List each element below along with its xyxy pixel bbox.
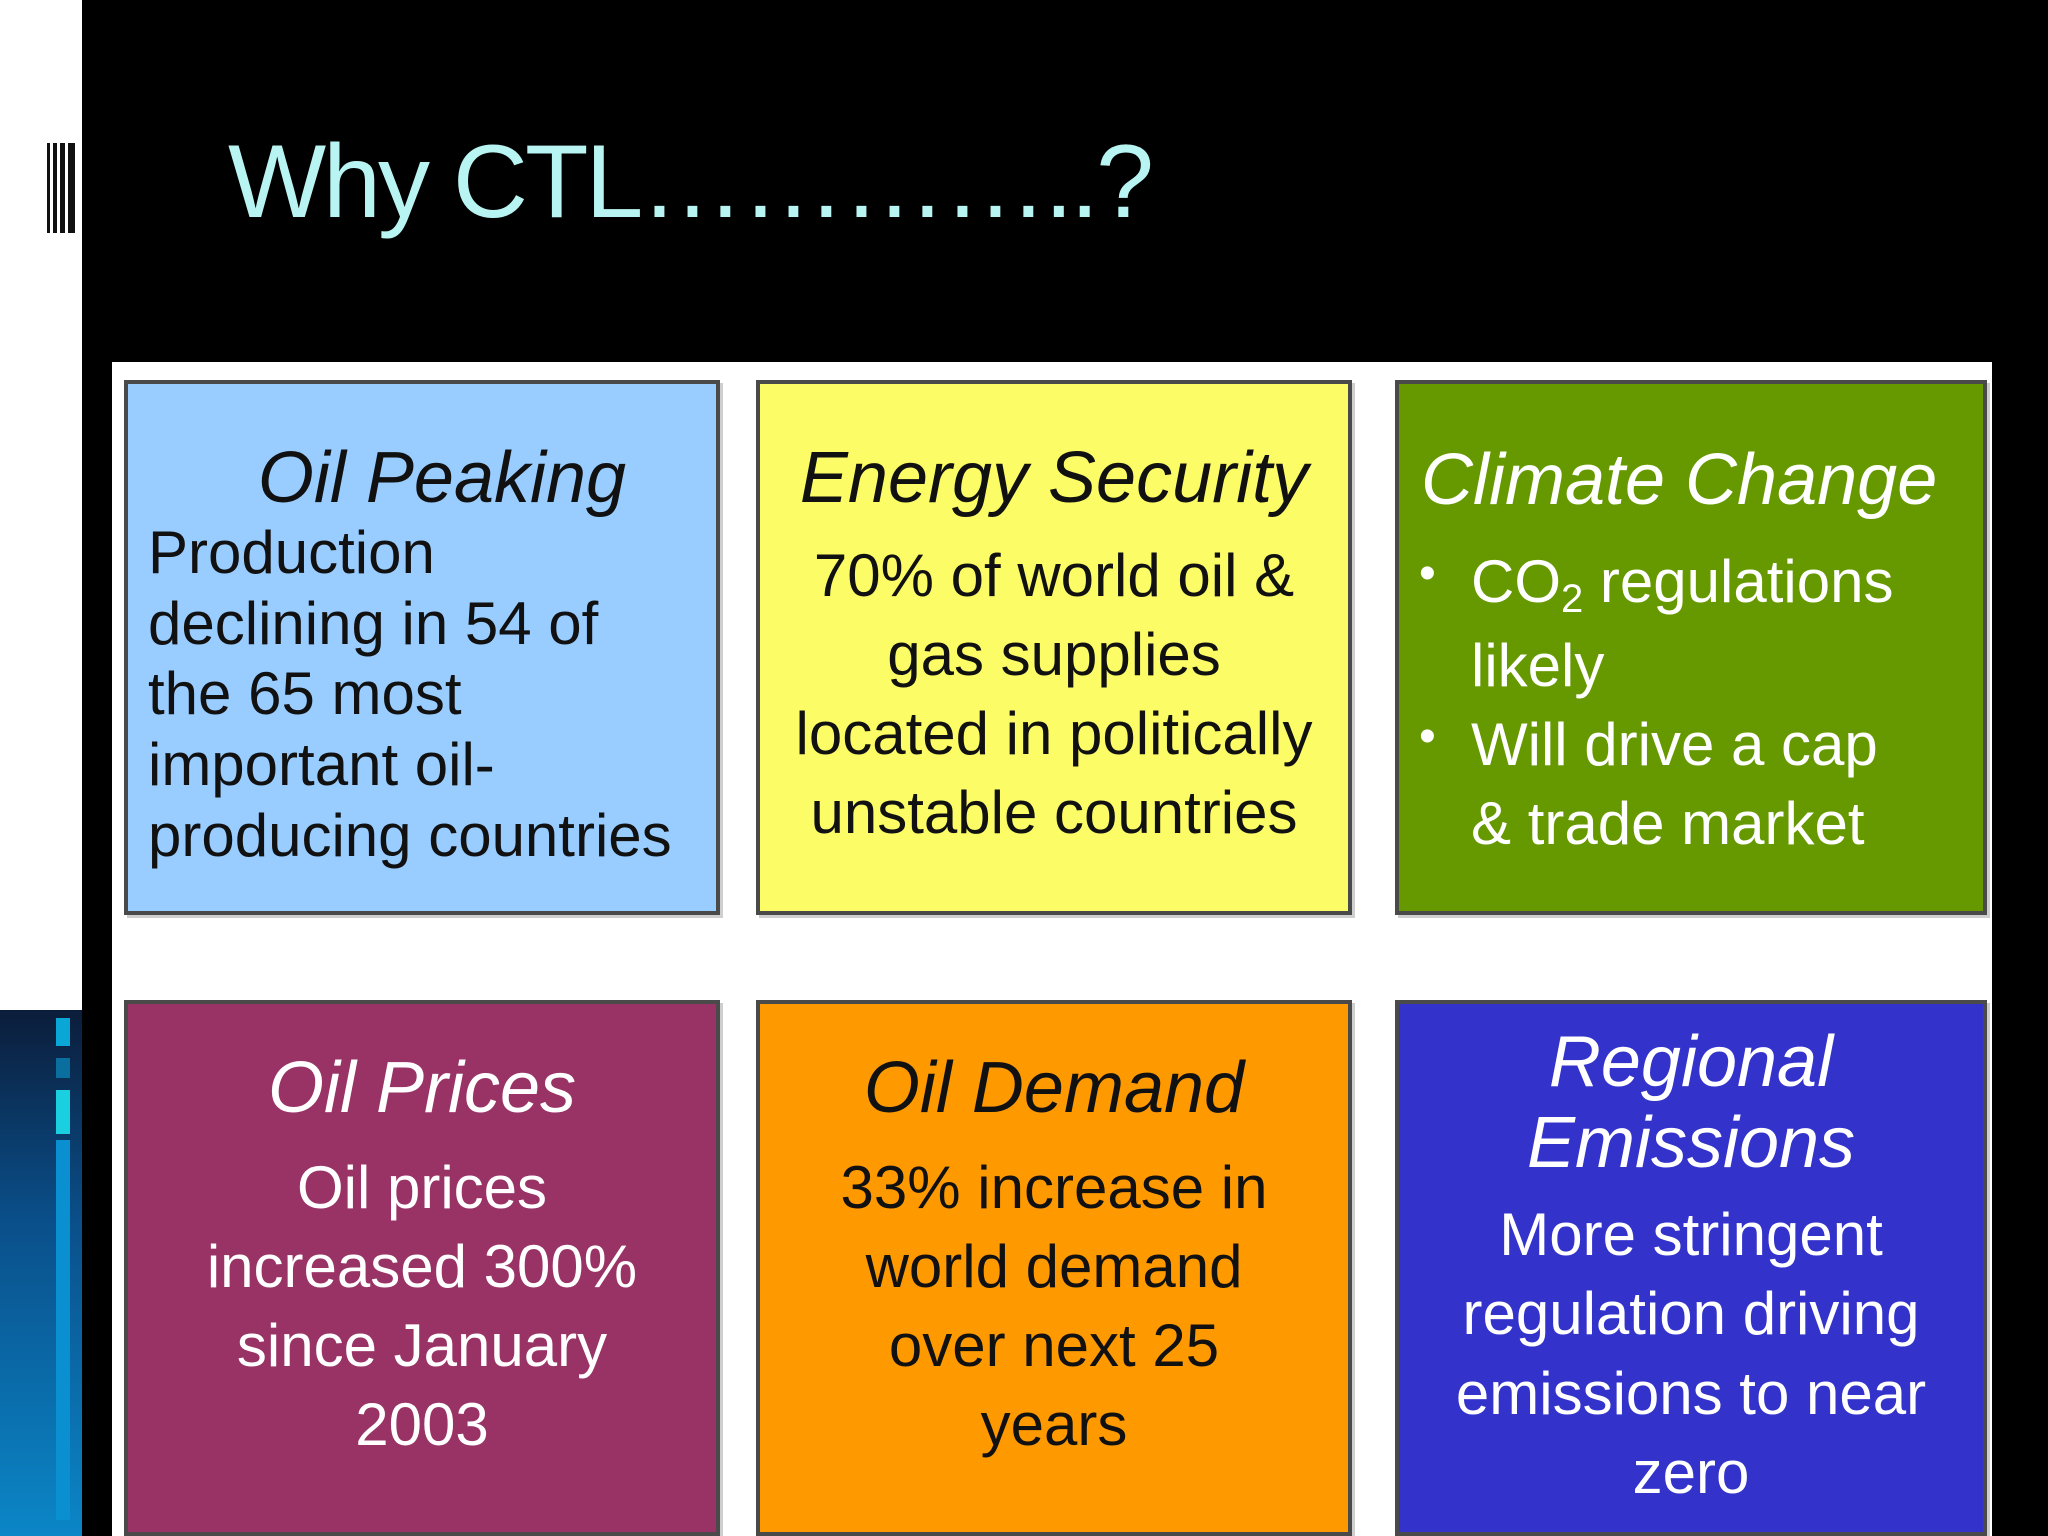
decor-bar xyxy=(56,1140,70,1520)
card-title: Oil Peaking xyxy=(257,438,627,518)
bullet-list: • CO2 regulations likely • Will drive a … xyxy=(1399,542,1983,863)
bullet-text: regulations xyxy=(1583,547,1894,615)
card-line: zero xyxy=(1632,1438,1750,1506)
slide-title: Why CTL…………..? xyxy=(228,124,1154,240)
card-body: 70% of world oil & gas supplies located … xyxy=(760,518,1348,853)
card-regional-emissions: Regional Emissions More stringent regula… xyxy=(1395,1000,1987,1536)
card-title-line: Emissions xyxy=(1526,1102,1856,1183)
card-line: regulation driving xyxy=(1462,1280,1920,1348)
card-line: producing countries xyxy=(148,801,672,869)
card-oil-prices: Oil Prices Oil prices increased 300% sin… xyxy=(124,1000,720,1536)
bullet-dot-icon: • xyxy=(1419,709,1436,763)
card-body: More stringent regulation driving emissi… xyxy=(1399,1183,1983,1512)
bullet-item: • CO2 regulations likely xyxy=(1419,542,1983,705)
card-line: since January xyxy=(236,1312,608,1380)
left-gradient xyxy=(0,1010,82,1536)
card-line: More stringent xyxy=(1499,1201,1883,1269)
card-line: world demand xyxy=(865,1232,1243,1300)
card-line: declining in 54 of xyxy=(148,589,599,657)
decor-bar xyxy=(60,143,65,233)
card-oil-demand: Oil Demand 33% increase in world demand … xyxy=(756,1000,1352,1536)
card-title: Regional Emissions xyxy=(1399,1004,1983,1183)
card-line: unstable countries xyxy=(810,779,1298,847)
card-body: Production declining in 54 of the 65 mos… xyxy=(128,518,716,872)
decor-bar xyxy=(56,1018,70,1046)
decor-bar xyxy=(53,143,57,233)
card-oil-peaking: Oil Peaking Production declining in 54 o… xyxy=(124,380,720,915)
card-line: 70% of world oil & xyxy=(813,541,1295,609)
card-line: important oil- xyxy=(148,731,495,799)
card-climate-change: Climate Change • CO2 regulations likely … xyxy=(1395,380,1987,915)
decor-bar xyxy=(56,1058,70,1078)
bullet-line: CO2 regulations xyxy=(1471,542,1983,626)
content-panel: Oil Peaking Production declining in 54 o… xyxy=(112,362,1992,1536)
co2-text: CO xyxy=(1471,547,1561,615)
bullet-line: & trade market xyxy=(1471,789,1865,857)
card-line: Oil prices xyxy=(296,1153,548,1221)
decor-bar xyxy=(68,143,75,233)
card-body: Oil prices increased 300% since January … xyxy=(128,1128,716,1465)
card-line: increased 300% xyxy=(206,1232,638,1300)
card-title: Oil Demand xyxy=(863,1048,1245,1128)
card-title: Climate Change xyxy=(1421,440,1938,520)
bullet-item: • Will drive a cap & trade market xyxy=(1419,705,1983,863)
card-line: located in politically xyxy=(795,700,1313,768)
left-decoration xyxy=(0,0,82,1536)
card-title: Oil Prices xyxy=(267,1048,577,1128)
decor-bar xyxy=(47,143,50,233)
card-line: Production xyxy=(148,518,435,586)
card-line: over next 25 xyxy=(888,1312,1220,1380)
card-line: 33% increase in xyxy=(840,1153,1268,1221)
bullet-line: likely xyxy=(1471,631,1605,699)
card-energy-security: Energy Security 70% of world oil & gas s… xyxy=(756,380,1352,915)
bullet-dot-icon: • xyxy=(1419,546,1436,600)
subscript: 2 xyxy=(1561,576,1584,621)
card-line: 2003 xyxy=(355,1391,489,1459)
bullet-line: Will drive a cap xyxy=(1471,710,1878,778)
card-line: the 65 most xyxy=(148,660,462,728)
card-title-line: Regional xyxy=(1548,1022,1834,1102)
card-title: Energy Security xyxy=(799,438,1309,518)
card-body: 33% increase in world demand over next 2… xyxy=(760,1128,1348,1465)
card-line: gas supplies xyxy=(887,620,1221,688)
card-line: years xyxy=(980,1391,1128,1459)
card-line: emissions to near xyxy=(1455,1359,1927,1427)
decor-bar xyxy=(56,1090,70,1134)
